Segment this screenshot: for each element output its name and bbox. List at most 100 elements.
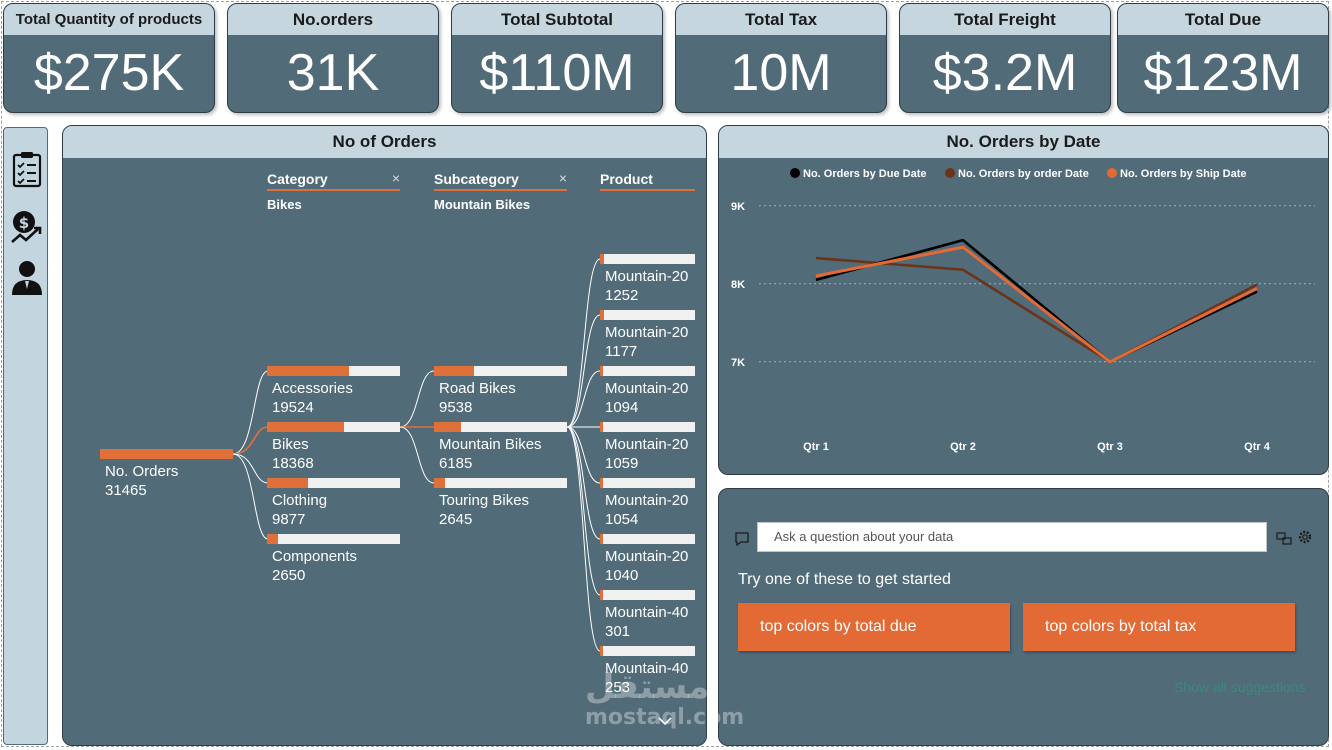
- node-bar-fill: [267, 366, 350, 376]
- node-label: Mountain-20: [605, 548, 689, 565]
- node-value: 1040: [605, 567, 639, 584]
- kpi-value: $123M: [1143, 44, 1303, 102]
- tree-node[interactable]: Mountain-20 1252: [600, 254, 695, 305]
- node-label: Mountain-20: [605, 380, 689, 397]
- orders-line-chart[interactable]: 7K 8K 9K Qtr 1 Qtr 2 Qtr 3 Qtr 4 No. Orders by …: [719, 158, 1329, 475]
- suggestion-button[interactable]: top colors by total tax: [1023, 603, 1295, 651]
- x-tick-label: Qtr 1: [803, 441, 829, 453]
- node-label: Mountain-20: [605, 324, 689, 341]
- qa-question-input[interactable]: Ask a question about your data: [757, 522, 1267, 552]
- tree-node[interactable]: Clothing 9877: [267, 478, 400, 529]
- node-label: Road Bikes: [439, 380, 516, 397]
- node-label: Accessories: [272, 380, 353, 397]
- tree-node[interactable]: Mountain-20 1054: [600, 478, 695, 529]
- kpi-title: Total Tax: [676, 4, 886, 35]
- share-icon[interactable]: [1276, 530, 1292, 546]
- tree-node[interactable]: Accessories 19524: [267, 366, 400, 417]
- tree-node[interactable]: Components 2650: [267, 534, 400, 585]
- node-bar-fill: [600, 478, 604, 488]
- tree-node[interactable]: Road Bikes 9538: [434, 366, 567, 417]
- kpi-freight[interactable]: Total Freight $3.2M: [899, 3, 1111, 113]
- kpi-value: 31K: [286, 44, 380, 102]
- x-tick-label: Qtr 3: [1097, 441, 1123, 453]
- tree-connectors: [232, 258, 601, 652]
- kpi-title: Total Freight: [900, 4, 1110, 35]
- series-line: [815, 256, 1258, 364]
- tree-node[interactable]: Mountain-20 1040: [600, 534, 695, 585]
- tree-node[interactable]: Mountain-40 253: [600, 646, 695, 697]
- kpi-subtotal[interactable]: Total Subtotal $110M: [451, 3, 663, 113]
- node-bar: [100, 449, 233, 459]
- tree-node[interactable]: Mountain-20 1177: [600, 310, 695, 361]
- tree-node[interactable]: Mountain-20 1094: [600, 366, 695, 417]
- level-header-subcategory[interactable]: Subcategory × Mountain Bikes: [434, 170, 567, 212]
- chat-icon: [735, 532, 749, 547]
- chevron-down-icon[interactable]: [657, 716, 673, 726]
- tree-node[interactable]: Touring Bikes 2645: [434, 478, 567, 529]
- node-value: 6185: [439, 455, 473, 472]
- tree-node[interactable]: Bikes 18368: [267, 422, 400, 473]
- side-navigation: $: [3, 127, 48, 745]
- node-value: 18368: [272, 455, 314, 472]
- node-bar-fill: [267, 478, 309, 488]
- kpi-value: $3.2M: [932, 44, 1078, 102]
- level-header-category[interactable]: Category × Bikes: [267, 170, 400, 212]
- level-name: Product: [600, 171, 695, 191]
- node-value: 31465: [105, 482, 147, 499]
- legend-entry: No. Orders by Due Date: [803, 168, 926, 180]
- clear-filter-icon[interactable]: ×: [391, 170, 400, 186]
- node-value: 9538: [439, 399, 473, 416]
- user-icon[interactable]: [10, 258, 44, 296]
- y-tick-label: 9K: [731, 201, 745, 213]
- node-value: 2645: [439, 511, 473, 528]
- node-value: 301: [605, 623, 631, 640]
- tree-node[interactable]: Mountain-40 301: [600, 590, 695, 641]
- node-value: 1094: [605, 399, 639, 416]
- kpi-total-quantity[interactable]: Total Quantity of products $275K: [3, 3, 215, 113]
- node-bar-fill: [600, 310, 604, 320]
- node-bar: [600, 478, 695, 488]
- suggestion-button[interactable]: top colors by total due: [738, 603, 1010, 651]
- svg-text:$: $: [19, 214, 29, 232]
- node-value: 9877: [272, 511, 306, 528]
- node-bar: [267, 422, 400, 432]
- watermark-latin: mostaql.com: [585, 705, 745, 730]
- tree-root-node[interactable]: No. Orders 31465: [100, 449, 233, 500]
- node-bar: [434, 478, 567, 488]
- clear-filter-icon[interactable]: ×: [558, 170, 567, 186]
- legend-marker: [1107, 168, 1117, 178]
- tree-node[interactable]: Mountain Bikes 6185: [434, 422, 567, 473]
- kpi-tax[interactable]: Total Tax 10M: [675, 3, 887, 113]
- kpi-title: Total Subtotal: [452, 4, 662, 35]
- node-label: Mountain-20: [605, 492, 689, 509]
- level-header-product[interactable]: Product: [600, 171, 695, 191]
- series-line: [815, 245, 1258, 364]
- kpi-orders[interactable]: No.orders 31K: [227, 3, 439, 113]
- node-label: Mountain-20: [605, 268, 689, 285]
- kpi-title: Total Quantity of products: [4, 4, 214, 35]
- kpi-title: No.orders: [228, 4, 438, 35]
- node-bar: [600, 646, 695, 656]
- checklist-icon[interactable]: [10, 150, 44, 188]
- level-name: Category: [267, 171, 400, 191]
- gear-icon[interactable]: [1297, 529, 1313, 545]
- level-selected-value: Mountain Bikes: [434, 197, 531, 212]
- qa-prompt: Try one of these to get started: [738, 571, 951, 588]
- node-bar: [434, 422, 567, 432]
- node-bar: [434, 366, 567, 376]
- show-all-suggestions-link[interactable]: Show all suggestions: [1174, 679, 1306, 695]
- node-bar: [600, 366, 695, 376]
- node-value: 2650: [272, 567, 306, 584]
- node-bar: [267, 366, 400, 376]
- money-growth-icon[interactable]: $: [10, 208, 44, 246]
- watermark-arabic: مستقل: [585, 667, 710, 707]
- node-bar-fill: [434, 422, 461, 432]
- node-bar-fill: [267, 422, 345, 432]
- kpi-total-due[interactable]: Total Due $123M: [1117, 3, 1329, 113]
- node-label: Mountain-40: [605, 604, 689, 621]
- decomposition-tree-panel: No of Orders Category × Bikes Subcategor…: [62, 125, 707, 746]
- node-label: Touring Bikes: [439, 492, 530, 509]
- node-value: 1054: [605, 511, 639, 528]
- node-value: 1252: [605, 287, 639, 304]
- tree-node[interactable]: Mountain-20 1059: [600, 422, 695, 473]
